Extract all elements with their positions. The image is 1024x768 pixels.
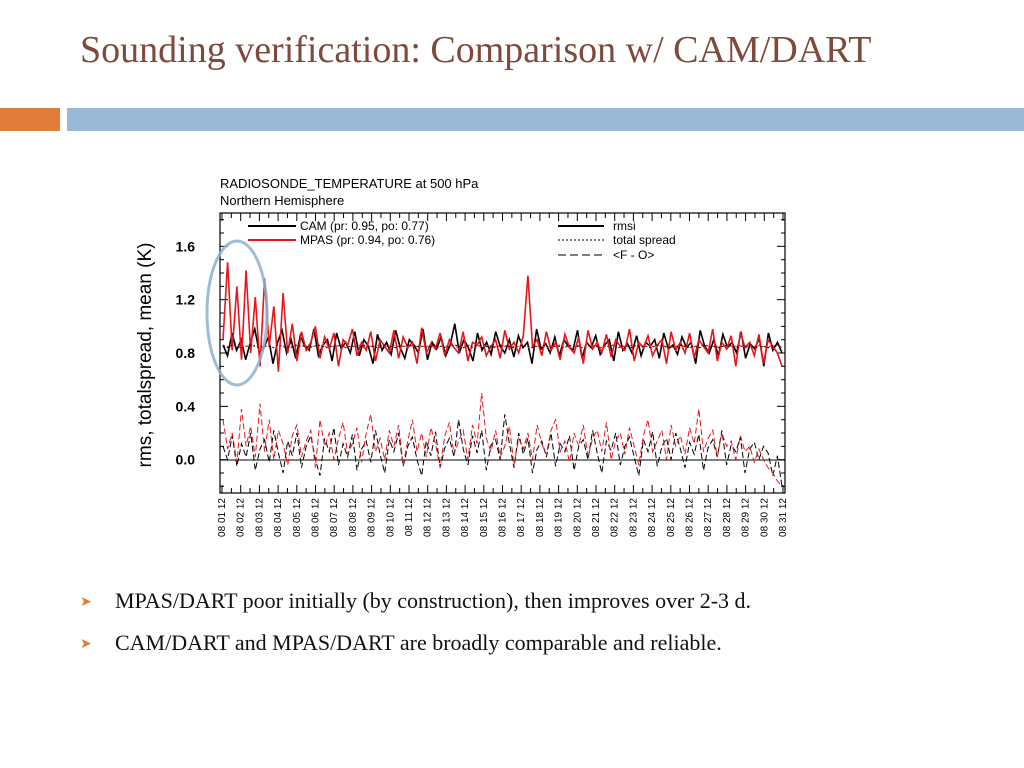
series-line-cam-rmsi [222,323,783,367]
title-accent-bar-orange [0,108,60,131]
x-tick-label: 08 10 12 [385,498,396,537]
x-tick-label: 08 11 12 [404,498,415,537]
slide-title: Sounding verification: Comparison w/ CAM… [80,29,872,71]
legend: CAM (pr: 0.95, po: 0.77) MPAS (pr: 0.94,… [248,219,676,262]
x-tick-label: 08 05 12 [292,498,303,537]
y-tick-labels: 0.0 0.4 0.8 1.2 1.6 [176,238,196,467]
x-tick-label: 08 16 12 [498,498,509,537]
highlight-ellipse [205,239,269,387]
legend-label-rmsi: rmsi [613,219,636,233]
bullet-text: CAM/DART and MPAS/DART are broadly compa… [115,630,722,656]
series-line-mpas-f-o [222,392,783,487]
x-tick-label: 08 24 12 [647,498,658,537]
x-tick-label: 08 09 12 [367,498,378,537]
legend-label-total-spread: total spread [613,233,676,247]
x-tick-label: 08 08 12 [348,498,359,537]
bullet-list: ➤ MPAS/DART poor initially (by constructi… [80,588,751,673]
x-tick-label: 08 04 12 [273,498,284,537]
chevron-right-icon: ➤ [80,637,92,653]
verification-chart: RADIOSONDE_TEMPERATURE at 500 hPa Northe… [135,176,789,537]
x-tick-label: 08 07 12 [329,498,340,537]
x-tick-label: 08 31 12 [778,498,789,537]
x-tick-label: 08 26 12 [685,498,696,537]
x-tick-label: 08 19 12 [554,498,565,537]
x-tick-label: 08 23 12 [628,498,639,537]
legend-label-f-minus-o: <F - O> [613,248,654,262]
y-tick-label: 0.8 [176,345,196,361]
chart-title: RADIOSONDE_TEMPERATURE at 500 hPa [220,176,479,191]
series-line-cam-total-spread [222,344,782,349]
chart-subtitle: Northern Hemisphere [220,193,344,208]
x-tick-label: 08 17 12 [516,498,527,537]
axis-ticks [220,213,785,493]
series-line-mpas-total-spread [222,344,783,349]
x-tick-label: 08 14 12 [460,498,471,537]
y-tick-label: 0.4 [176,398,196,414]
x-tick-label: 08 03 12 [254,498,265,537]
y-tick-label: 1.2 [176,292,196,308]
series-line-mpas-rmsi [222,262,783,372]
bullet-item: ➤ MPAS/DART poor initially (by constructi… [80,588,751,614]
y-tick-label: 1.6 [176,238,196,254]
legend-label-mpas: MPAS (pr: 0.94, po: 0.76) [300,233,435,247]
series-group [222,262,783,487]
x-tick-label: 08 25 12 [666,498,677,537]
x-tick-label: 08 13 12 [441,498,452,537]
legend-label-cam: CAM (pr: 0.95, po: 0.77) [300,219,429,233]
x-tick-label: 08 12 12 [423,498,434,537]
x-tick-label: 08 02 12 [236,498,247,537]
x-tick-label: 08 22 12 [610,498,621,537]
x-tick-label: 08 29 12 [741,498,752,537]
bullet-item: ➤ CAM/DART and MPAS/DART are broadly comp… [80,630,751,656]
x-tick-label: 08 06 12 [311,498,322,537]
x-tick-labels: 08 01 12 08 02 12 08 03 12 08 04 12 08 05 12… [217,498,789,537]
x-tick-label: 08 20 12 [572,498,583,537]
y-axis-label: rms, totalspread, mean (K) [135,243,156,468]
x-tick-label: 08 27 12 [703,498,714,537]
series-line-cam-f-o [222,414,783,487]
plot-frame [219,212,786,494]
y-tick-label: 0.0 [176,452,196,468]
x-tick-label: 08 15 12 [479,498,490,537]
x-tick-label: 08 21 12 [591,498,602,537]
title-accent-bar-blue [67,108,1024,131]
x-tick-label: 08 01 12 [217,498,228,537]
bullet-text: MPAS/DART poor initially (by constructio… [115,588,752,613]
chevron-right-icon: ➤ [80,595,92,610]
x-tick-label: 08 30 12 [759,498,770,537]
x-tick-label: 08 28 12 [722,498,733,537]
x-tick-label: 08 18 12 [535,498,546,537]
